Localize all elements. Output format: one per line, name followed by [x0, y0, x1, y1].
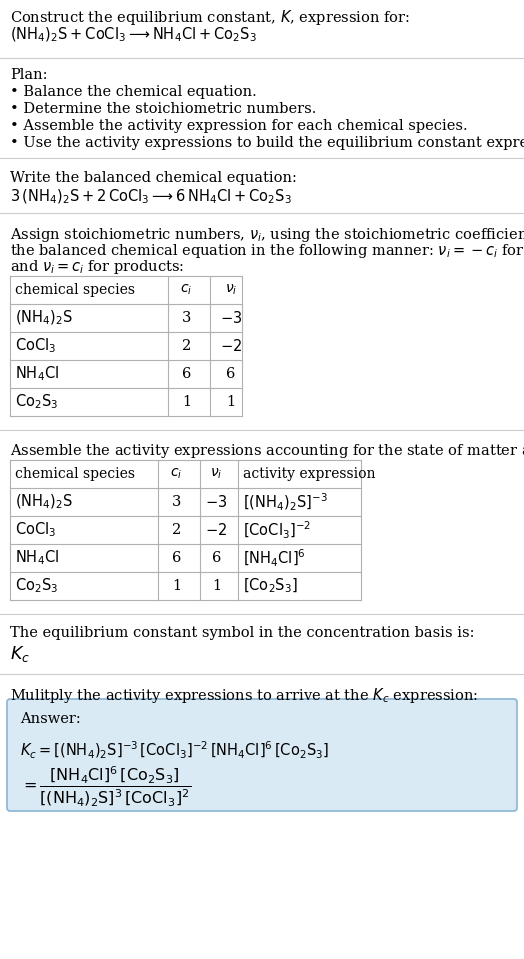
Text: $\mathrm{NH_4Cl}$: $\mathrm{NH_4Cl}$ — [15, 549, 59, 568]
Text: $(\mathrm{NH_4})_2\mathrm{S} + \mathrm{CoCl_3} \longrightarrow \mathrm{NH_4Cl} +: $(\mathrm{NH_4})_2\mathrm{S} + \mathrm{C… — [10, 26, 257, 44]
Text: 3: 3 — [182, 311, 191, 325]
Text: 2: 2 — [182, 339, 191, 353]
Text: • Balance the chemical equation.: • Balance the chemical equation. — [10, 85, 257, 99]
Text: Write the balanced chemical equation:: Write the balanced chemical equation: — [10, 171, 297, 185]
Text: • Determine the stoichiometric numbers.: • Determine the stoichiometric numbers. — [10, 102, 316, 116]
Text: $-3$: $-3$ — [205, 494, 227, 510]
FancyBboxPatch shape — [7, 699, 517, 811]
Text: activity expression: activity expression — [243, 467, 376, 481]
Text: 1: 1 — [172, 579, 181, 593]
Text: Answer:: Answer: — [20, 712, 81, 726]
Text: 1: 1 — [212, 579, 221, 593]
Text: $-2$: $-2$ — [220, 338, 242, 354]
Text: • Assemble the activity expression for each chemical species.: • Assemble the activity expression for e… — [10, 119, 467, 133]
Text: • Use the activity expressions to build the equilibrium constant expression.: • Use the activity expressions to build … — [10, 136, 524, 150]
Text: The equilibrium constant symbol in the concentration basis is:: The equilibrium constant symbol in the c… — [10, 626, 475, 640]
Text: Construct the equilibrium constant, $K$, expression for:: Construct the equilibrium constant, $K$,… — [10, 8, 410, 27]
Text: chemical species: chemical species — [15, 283, 135, 297]
Text: $[\mathrm{Co_2S_3}]$: $[\mathrm{Co_2S_3}]$ — [243, 576, 298, 596]
Text: $\mathrm{Co_2S_3}$: $\mathrm{Co_2S_3}$ — [15, 576, 58, 596]
Text: $\mathrm{CoCl_3}$: $\mathrm{CoCl_3}$ — [15, 337, 56, 356]
Text: $[\mathrm{CoCl_3}]^{-2}$: $[\mathrm{CoCl_3}]^{-2}$ — [243, 520, 311, 541]
Text: $\nu_i$: $\nu_i$ — [225, 283, 237, 297]
Text: $\mathrm{CoCl_3}$: $\mathrm{CoCl_3}$ — [15, 521, 56, 539]
Text: $[(\mathrm{NH_4})_2\mathrm{S}]^{-3}$: $[(\mathrm{NH_4})_2\mathrm{S}]^{-3}$ — [243, 491, 328, 512]
Text: 1: 1 — [182, 395, 191, 409]
Text: $\mathrm{NH_4Cl}$: $\mathrm{NH_4Cl}$ — [15, 364, 59, 384]
Text: $K_c$: $K_c$ — [10, 644, 30, 664]
Text: $(\mathrm{NH_4})_2\mathrm{S}$: $(\mathrm{NH_4})_2\mathrm{S}$ — [15, 493, 73, 511]
Text: Assign stoichiometric numbers, $\nu_i$, using the stoichiometric coefficients, $: Assign stoichiometric numbers, $\nu_i$, … — [10, 226, 524, 244]
Text: 2: 2 — [172, 523, 181, 537]
Text: $[\mathrm{NH_4Cl}]^6$: $[\mathrm{NH_4Cl}]^6$ — [243, 548, 306, 569]
Text: the balanced chemical equation in the following manner: $\nu_i = -c_i$ for react: the balanced chemical equation in the fo… — [10, 242, 524, 260]
Text: Mulitply the activity expressions to arrive at the $K_c$ expression:: Mulitply the activity expressions to arr… — [10, 686, 478, 705]
Text: Assemble the activity expressions accounting for the state of matter and $\nu_i$: Assemble the activity expressions accoun… — [10, 442, 524, 460]
Text: $-2$: $-2$ — [205, 522, 227, 538]
Text: and $\nu_i = c_i$ for products:: and $\nu_i = c_i$ for products: — [10, 258, 184, 276]
Text: 3: 3 — [172, 495, 181, 509]
Text: 6: 6 — [182, 367, 191, 381]
Text: 6: 6 — [172, 551, 181, 565]
Text: $\mathrm{Co_2S_3}$: $\mathrm{Co_2S_3}$ — [15, 392, 58, 411]
Text: $3\,(\mathrm{NH_4})_2\mathrm{S} + 2\,\mathrm{CoCl_3} \longrightarrow 6\,\mathrm{: $3\,(\mathrm{NH_4})_2\mathrm{S} + 2\,\ma… — [10, 188, 292, 206]
Text: Plan:: Plan: — [10, 68, 48, 82]
Text: 1: 1 — [226, 395, 236, 409]
Text: $K_c = [(\mathrm{NH_4})_2\mathrm{S}]^{-3}\,[\mathrm{CoCl_3}]^{-2}\,[\mathrm{NH_4: $K_c = [(\mathrm{NH_4})_2\mathrm{S}]^{-3… — [20, 740, 329, 761]
Text: 6: 6 — [226, 367, 236, 381]
Text: $c_i$: $c_i$ — [170, 467, 183, 481]
Text: chemical species: chemical species — [15, 467, 135, 481]
Text: $\nu_i$: $\nu_i$ — [210, 467, 223, 481]
Text: $= \dfrac{[\mathrm{NH_4Cl}]^6\,[\mathrm{Co_2S_3}]}{[(\mathrm{NH_4})_2\mathrm{S}]: $= \dfrac{[\mathrm{NH_4Cl}]^6\,[\mathrm{… — [20, 764, 191, 807]
Text: $-3$: $-3$ — [220, 310, 242, 326]
Text: $c_i$: $c_i$ — [180, 283, 193, 297]
Text: 6: 6 — [212, 551, 221, 565]
Text: $(\mathrm{NH_4})_2\mathrm{S}$: $(\mathrm{NH_4})_2\mathrm{S}$ — [15, 309, 73, 327]
